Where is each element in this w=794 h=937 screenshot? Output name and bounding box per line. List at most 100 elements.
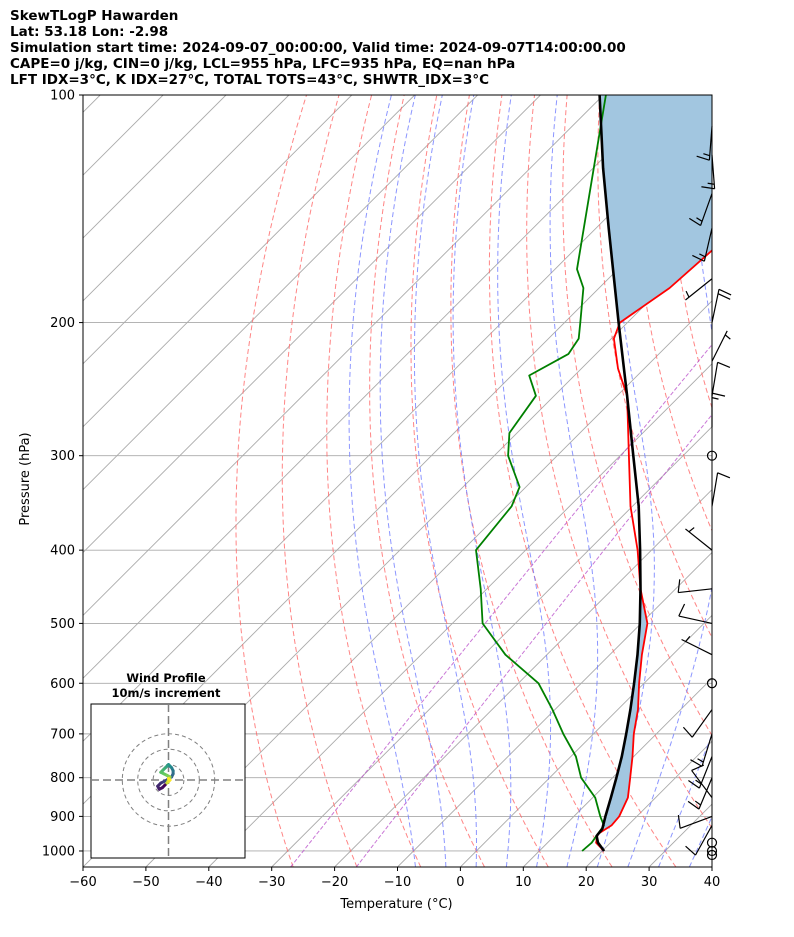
wind-barb (685, 825, 713, 856)
dry-adiabat (763, 95, 794, 867)
y-tick-label: 100 (50, 89, 75, 104)
wind-barb (677, 579, 713, 594)
moist-adiabat (452, 95, 512, 867)
wind-barb (696, 126, 713, 161)
x-tick-label: −50 (132, 875, 159, 890)
calm-wind-marker (706, 849, 718, 861)
x-tick-label: −60 (69, 875, 96, 890)
isotherm-gridline (83, 95, 604, 617)
isotherm-gridline (83, 95, 416, 428)
header-line: Lat: 53.18 Lon: -2.98 (10, 24, 169, 40)
x-tick-label: 30 (641, 875, 658, 890)
isotherm-gridline (83, 95, 290, 302)
header-line: CAPE=0 j/kg, CIN=0 j/kg, LCL=955 hPa, LF… (10, 56, 516, 72)
wind-barb (711, 361, 731, 396)
hodograph-title: Wind Profile (126, 671, 206, 685)
wind-barb (677, 815, 713, 829)
wind-barb (682, 709, 713, 738)
hodograph-subtitle: 10m/s increment (112, 686, 221, 700)
x-tick-label: −30 (258, 875, 285, 890)
wind-barb (711, 330, 731, 362)
header: SkewTLogP Hawarden Lat: 53.18 Lon: -2.98 S… (10, 8, 626, 88)
moist-adiabat (658, 733, 712, 867)
x-tick-label: 20 (578, 875, 595, 890)
x-tick-label: 40 (704, 875, 721, 890)
wind-barb (706, 845, 718, 857)
y-axis-label: Pressure (hPa) (18, 432, 33, 525)
isotherm-gridline (208, 363, 712, 867)
cape-shading (599, 95, 712, 829)
dewpoint-line (475, 95, 607, 852)
isotherm-gridline (711, 866, 712, 867)
x-tick-label: 10 (515, 875, 532, 890)
isotherm-gridline (460, 614, 712, 867)
x-tick-label: −20 (321, 875, 348, 890)
isotherm-gridline (775, 95, 794, 867)
y-tick-label: 900 (50, 810, 75, 825)
dry-adiabat (235, 95, 307, 867)
dry-adiabat (410, 95, 549, 867)
wind-barb (706, 837, 718, 848)
dry-adiabat (281, 95, 358, 867)
wind-barb (690, 733, 713, 767)
isotherm-gridline (83, 95, 227, 239)
dry-adiabat (450, 95, 613, 867)
header-line: SkewTLogP Hawarden (10, 8, 179, 24)
x-tick-label: −40 (195, 875, 222, 890)
parcel-line (595, 95, 642, 852)
y-tick-label: 1000 (42, 844, 75, 859)
wind-barb (711, 288, 732, 323)
moist-adiabat (413, 95, 477, 867)
isotherm-gridline (83, 111, 712, 742)
dry-adiabat (730, 95, 794, 867)
hodograph-segment (167, 776, 172, 782)
header-line: LFT IDX=3°C, K IDX=27°C, TOTAL TOTS=43°C… (10, 72, 490, 88)
dry-adiabat (369, 95, 485, 867)
wind-barb (688, 756, 713, 789)
isotherm-gridline (83, 95, 667, 679)
x-tick-label: −10 (384, 875, 411, 890)
wind-barb (711, 392, 726, 428)
wind-barb (687, 777, 713, 810)
wind-barb (706, 450, 718, 461)
isotherm-gridline (145, 300, 712, 867)
isotherm-gridline (397, 551, 712, 867)
wind-barb (701, 154, 716, 190)
y-tick-label: 400 (50, 544, 75, 559)
moist-adiabat (549, 95, 599, 867)
wind-barb (706, 678, 718, 689)
dry-adiabat (597, 95, 712, 639)
wind-barb (689, 193, 713, 227)
wind-barb (678, 603, 713, 624)
wind-barb (692, 227, 713, 262)
wind-barb (685, 278, 713, 301)
y-tick-label: 800 (50, 771, 75, 786)
wind-barb (685, 527, 713, 551)
isotherm-gridline (271, 426, 712, 867)
dry-adiabat (526, 95, 712, 829)
isotherm-gridline (83, 95, 478, 491)
moist-adiabat (348, 95, 416, 867)
header-line: Simulation start time: 2024-09-07_00:00:… (10, 40, 626, 56)
y-tick-label: 700 (50, 727, 75, 742)
moist-adiabat (627, 95, 712, 867)
y-tick-label: 500 (50, 617, 75, 632)
y-tick-label: 300 (50, 449, 75, 464)
mixing-ratio-line (355, 413, 712, 867)
isotherm-gridline (83, 95, 541, 554)
isotherm-gridline (334, 488, 712, 867)
moist-adiabat (497, 95, 552, 867)
x-axis-label: Temperature (°C) (339, 897, 452, 912)
wind-barb (711, 472, 731, 507)
y-tick-label: 200 (50, 316, 75, 331)
plot-area (83, 95, 794, 867)
wind-barb (681, 635, 713, 656)
moist-adiabat (379, 95, 447, 867)
isotherm-gridline (83, 95, 101, 113)
y-tick-label: 600 (50, 677, 75, 692)
moist-adiabat (720, 95, 794, 867)
x-tick-label: 0 (456, 875, 464, 890)
isotherm-gridline (522, 677, 712, 867)
isotherm-gridline (83, 95, 353, 365)
